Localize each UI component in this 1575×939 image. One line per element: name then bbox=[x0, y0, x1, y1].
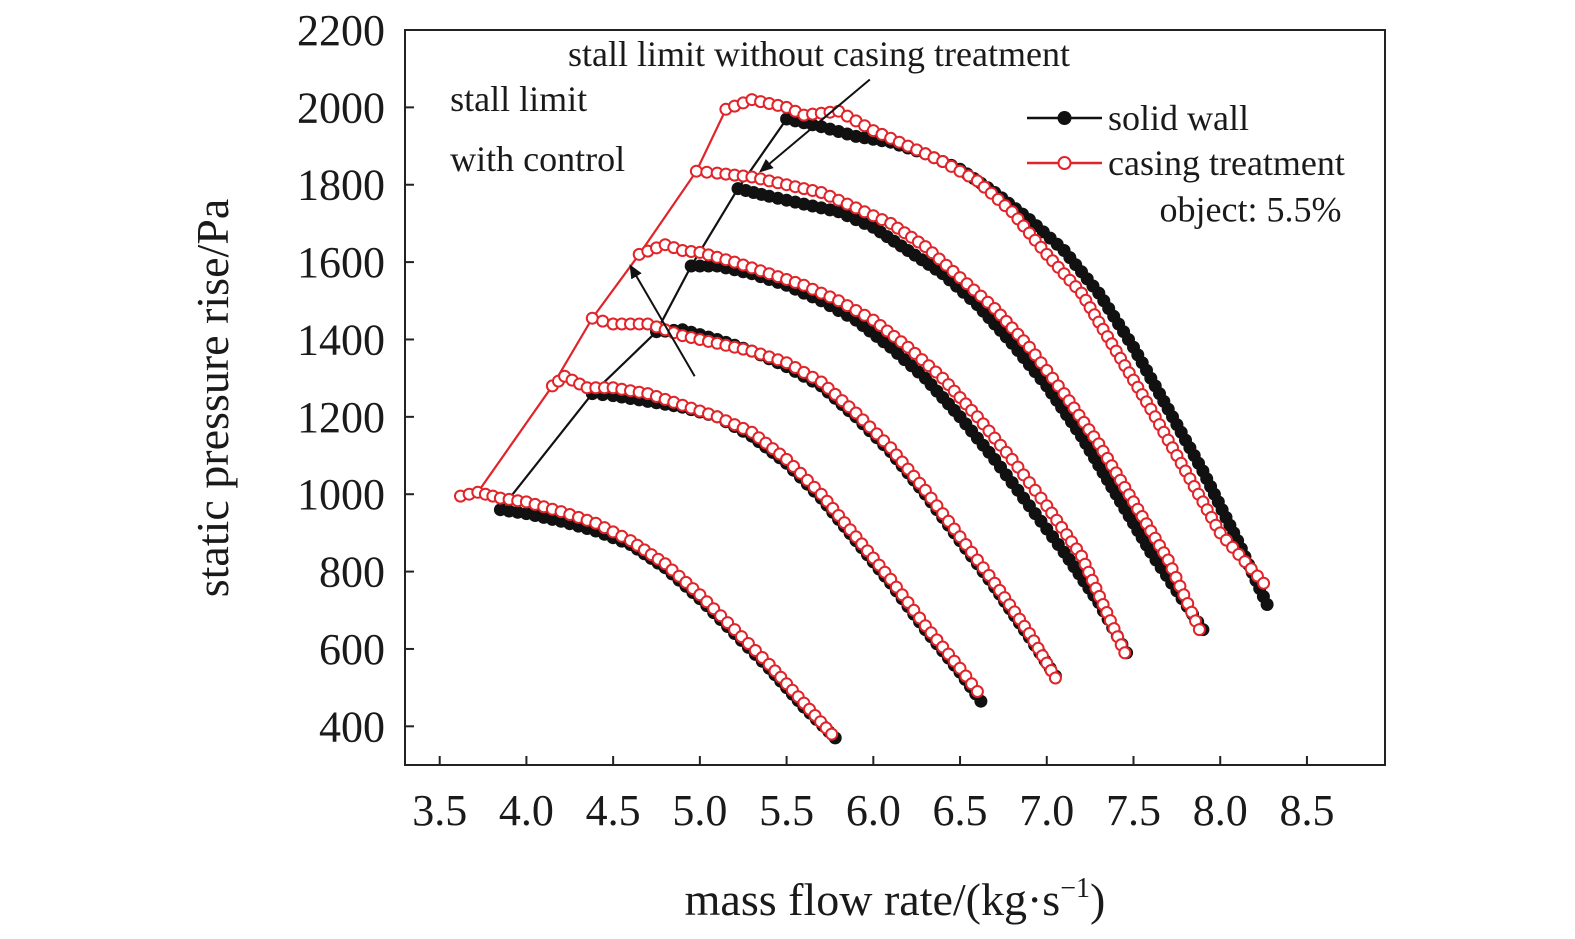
series-solid-wall-curve-3 bbox=[650, 323, 1062, 683]
y-tick-label: 1800 bbox=[297, 161, 385, 210]
legend-label: casing treatment bbox=[1108, 143, 1345, 183]
stall-limit-with-control-text: with control bbox=[450, 139, 625, 179]
series-solid-wall-curve-1 bbox=[493, 503, 842, 745]
stall-limit-line bbox=[460, 98, 753, 498]
series-casing-treatment-curve-5 bbox=[689, 164, 1206, 637]
x-tick-label: 3.5 bbox=[412, 786, 467, 835]
data-point bbox=[700, 165, 714, 179]
y-tick-label: 1200 bbox=[297, 393, 385, 442]
x-tick-label: 4.5 bbox=[586, 786, 641, 835]
series-solid-wall-curve-4 bbox=[684, 259, 1134, 660]
x-tick-label: 6.0 bbox=[846, 786, 901, 835]
series-line bbox=[592, 392, 982, 702]
series-casing-treatment-curve-6 bbox=[719, 93, 1271, 590]
data-point bbox=[1192, 623, 1206, 637]
stall-limit-without-casing-treatment-text: stall limit without casing treatment bbox=[568, 34, 1070, 74]
legend-marker bbox=[1057, 156, 1072, 170]
y-tick-label: 1400 bbox=[297, 315, 385, 364]
x-tick-label: 6.5 bbox=[933, 786, 988, 835]
x-tick-label: 8.0 bbox=[1193, 786, 1248, 835]
y-axis-title: static pressure rise/Pa bbox=[187, 199, 238, 598]
y-tick-label: 800 bbox=[319, 548, 385, 597]
axis-ticks: 3.5 4.0 4.5 5.0 5.5 6.0 6.5 7.0 7.5 8.0 8.5 400 600 8… bbox=[297, 6, 1334, 835]
y-tick-label: 400 bbox=[319, 702, 385, 751]
plot-frame bbox=[404, 29, 1386, 766]
x-axis-title-sup: −1 bbox=[1060, 873, 1090, 904]
data-point bbox=[970, 685, 984, 698]
data-point bbox=[596, 314, 610, 328]
x-axis-title-close: ) bbox=[1090, 874, 1105, 925]
series-casing-treatment-curve-2 bbox=[545, 369, 984, 698]
x-axis-title-main: mass flow rate/(kg·s bbox=[685, 874, 1061, 925]
data-point bbox=[1118, 646, 1132, 660]
data-point bbox=[689, 164, 703, 178]
series-line bbox=[691, 265, 1128, 654]
stall-limit-with-control-text: stall limit bbox=[450, 79, 587, 119]
y-tick-label: 2200 bbox=[297, 6, 385, 55]
y-tick-label: 2000 bbox=[297, 83, 385, 132]
series-casing-treatment-curve-3 bbox=[585, 311, 1062, 685]
data-point bbox=[1048, 671, 1062, 685]
stall-limit-with-control-arrow bbox=[629, 264, 696, 377]
legend-marker bbox=[1057, 111, 1072, 125]
x-tick-label: 7.0 bbox=[1019, 786, 1074, 835]
y-tick-label: 1000 bbox=[297, 470, 385, 519]
data-point bbox=[825, 727, 839, 741]
annotations: stall limit with control stall limit witho… bbox=[450, 34, 1342, 377]
x-axis-title: mass flow rate/(kg·s−1) bbox=[685, 873, 1106, 925]
legend-label: solid wall bbox=[1108, 98, 1249, 138]
y-tick-label: 1600 bbox=[297, 238, 385, 287]
data-point bbox=[1260, 598, 1274, 611]
x-tick-label: 7.5 bbox=[1106, 786, 1161, 835]
x-tick-label: 4.0 bbox=[499, 786, 554, 835]
series-casing-treatment-curve-1 bbox=[454, 485, 839, 741]
series-solid-wall-curve-6 bbox=[780, 112, 1274, 611]
data-point bbox=[1257, 576, 1271, 590]
x-tick-label: 5.5 bbox=[759, 786, 814, 835]
legend: solid wall casing treatment bbox=[1027, 98, 1345, 183]
series-line bbox=[500, 508, 836, 739]
y-tick-label: 600 bbox=[319, 625, 385, 674]
stall-limit-without-casing-treatment-arrow bbox=[759, 78, 871, 173]
series-line bbox=[460, 491, 833, 735]
data-point bbox=[585, 311, 599, 325]
series-casing-treatment-curve-4 bbox=[632, 238, 1132, 660]
x-tick-label: 5.0 bbox=[672, 786, 727, 835]
x-tick-label: 8.5 bbox=[1279, 786, 1334, 835]
object-label-text: object: 5.5% bbox=[1160, 189, 1342, 229]
series-layer bbox=[454, 93, 1274, 745]
